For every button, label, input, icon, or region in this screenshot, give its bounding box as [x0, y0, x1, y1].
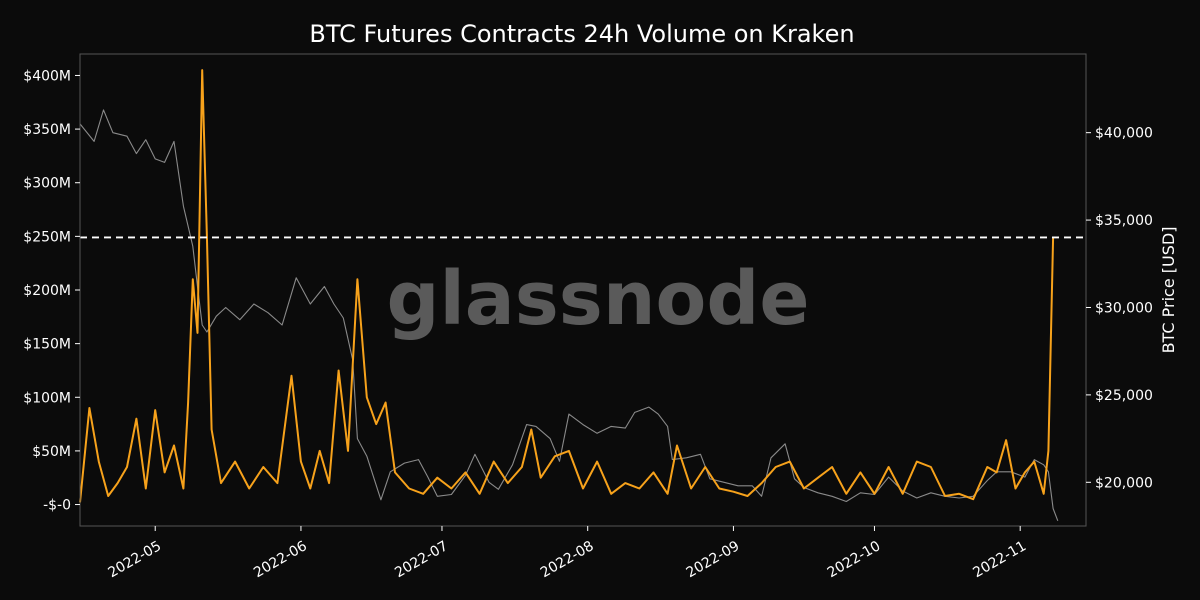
left-tick-label: $50M — [32, 444, 71, 460]
left-tick-label: $350M — [23, 122, 71, 138]
watermark: glassnode — [386, 256, 809, 342]
chart-title: BTC Futures Contracts 24h Volume on Krak… — [309, 20, 854, 48]
volume-line — [79, 69, 1055, 503]
left-tick-label: -$-0 — [43, 498, 71, 514]
left-tick-label: $250M — [23, 229, 71, 245]
right-tick-label: $30,000 — [1095, 300, 1153, 316]
left-tick-label: $200M — [23, 283, 71, 299]
right-tick-label: $40,000 — [1095, 126, 1153, 142]
left-tick-label: $300M — [23, 176, 71, 192]
right-axis-label: BTC Price [USD] — [1159, 227, 1178, 354]
right-tick-label: $20,000 — [1095, 475, 1153, 491]
left-tick-label: $400M — [23, 68, 71, 84]
left-tick-label: $150M — [23, 337, 71, 353]
right-tick-label: $25,000 — [1095, 388, 1153, 404]
left-tick-label: $100M — [23, 390, 71, 406]
right-tick-label: $35,000 — [1095, 213, 1153, 229]
